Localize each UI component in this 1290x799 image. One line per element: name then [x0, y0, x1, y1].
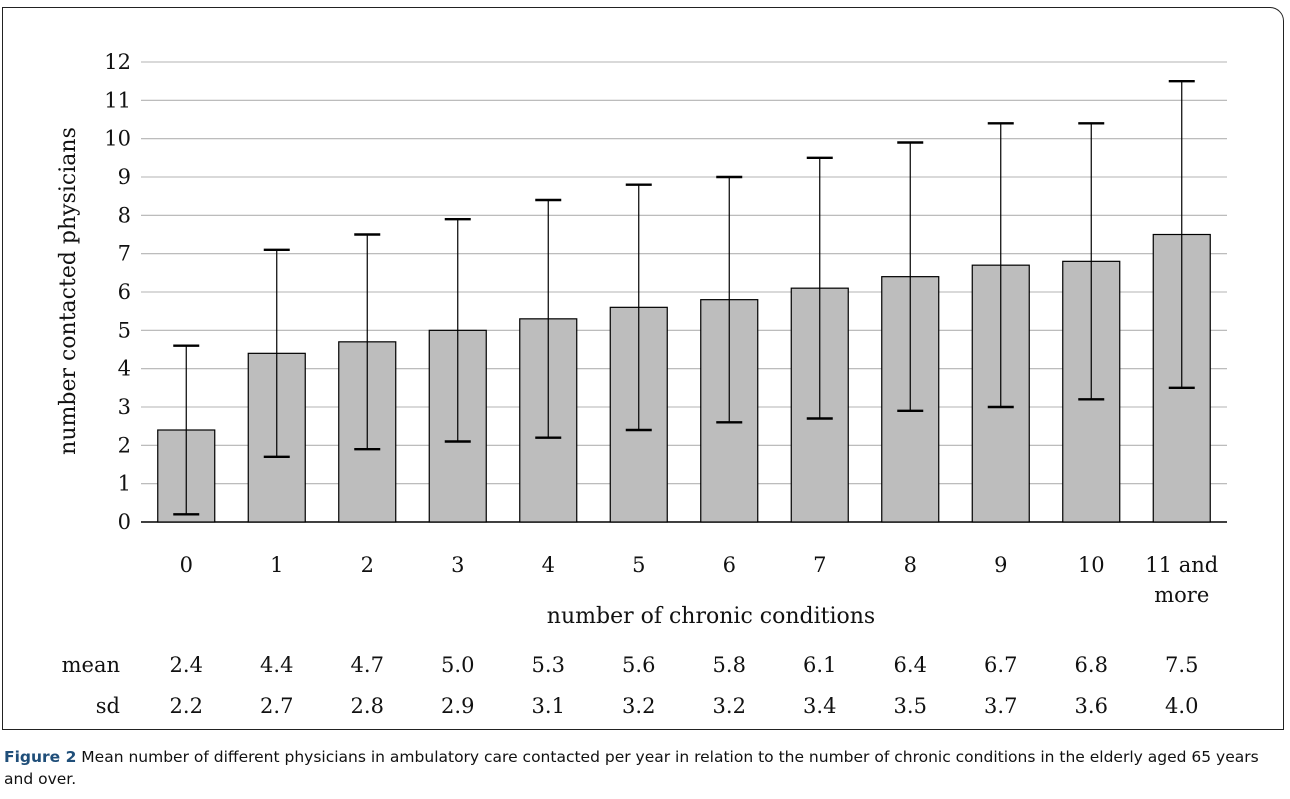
- x-tick-label: 0: [180, 553, 193, 577]
- x-tick-label: 1: [270, 553, 283, 577]
- stats-row-label: sd: [96, 694, 120, 718]
- stats-row-label: mean: [62, 653, 120, 677]
- stats-cell: 5.6: [622, 653, 655, 677]
- x-tick-label: 5: [632, 553, 645, 577]
- stats-cell: 7.5: [1165, 653, 1198, 677]
- x-axis-title: number of chronic conditions: [547, 604, 875, 629]
- stats-cell: 2.8: [351, 694, 384, 718]
- y-tick-label: 12: [104, 50, 131, 74]
- y-tick-label: 5: [118, 318, 131, 342]
- gridlines: [141, 61, 1227, 523]
- stats-cell: 3.1: [532, 694, 565, 718]
- stats-cell: 6.7: [984, 653, 1017, 677]
- y-tick-label: 8: [118, 203, 131, 227]
- figure-caption: Figure 2 Mean number of different physic…: [4, 746, 1284, 790]
- caption-label: Figure 2: [4, 748, 77, 766]
- stats-cell: 2.2: [170, 694, 203, 718]
- stats-cell: 3.4: [803, 694, 836, 718]
- figure-frame: [2, 7, 1284, 730]
- x-tick-label: 3: [451, 553, 464, 577]
- stats-cell: 5.8: [713, 653, 746, 677]
- y-tick-label: 7: [118, 242, 131, 266]
- stats-cell: 5.3: [532, 653, 565, 677]
- x-tick-label: 9: [994, 553, 1007, 577]
- stats-cell: 4.7: [351, 653, 384, 677]
- y-tick-label: 9: [118, 165, 131, 189]
- stats-cell: 3.7: [984, 694, 1017, 718]
- x-tick-label: 11 and more: [1145, 553, 1218, 607]
- stats-cell: 2.9: [441, 694, 474, 718]
- stats-cell: 3.5: [894, 694, 927, 718]
- x-tick-label: 8: [904, 553, 917, 577]
- stats-table: mean 2.4 4.4 4.7 5.0 5.3 5.6 5.8 6.1 6.4 6.7 6.8 7.5…: [62, 653, 1199, 718]
- x-tick-label: 4: [542, 553, 555, 577]
- stats-cell: 3.6: [1075, 694, 1108, 718]
- y-tick-label: 11: [104, 88, 131, 112]
- caption-text: Mean number of different physicians in a…: [4, 748, 1259, 788]
- x-tick-labels: 0 1 2 3 4 5 6 7 8 9 10 11 and more: [180, 553, 1219, 607]
- y-tick-label: 0: [118, 510, 131, 534]
- y-tick-label: 3: [118, 395, 131, 419]
- stats-cell: 5.0: [441, 653, 474, 677]
- x-tick-label: 6: [723, 553, 736, 577]
- y-tick-label: 4: [118, 357, 131, 381]
- bars: [157, 233, 1211, 523]
- y-tick-label: 1: [118, 472, 131, 496]
- stats-cell: 4.0: [1165, 694, 1198, 718]
- y-axis-title: number contacted physicians: [56, 127, 81, 455]
- y-tick-label: 2: [118, 433, 131, 457]
- y-tick-label: 10: [104, 127, 131, 151]
- error-bars: [173, 79, 1195, 516]
- stats-cell: 2.7: [260, 694, 293, 718]
- stats-cell: 2.4: [170, 653, 203, 677]
- x-tick-label: 2: [361, 553, 374, 577]
- stats-cell: 3.2: [622, 694, 655, 718]
- x-tick-label: 7: [813, 553, 826, 577]
- stats-cell: 6.4: [894, 653, 927, 677]
- stats-cell: 4.4: [260, 653, 293, 677]
- stats-cell: 3.2: [713, 694, 746, 718]
- x-tick-label: 10: [1078, 553, 1105, 577]
- stats-cell: 6.1: [803, 653, 836, 677]
- stats-cell: 6.8: [1075, 653, 1108, 677]
- y-tick-label: 6: [118, 280, 131, 304]
